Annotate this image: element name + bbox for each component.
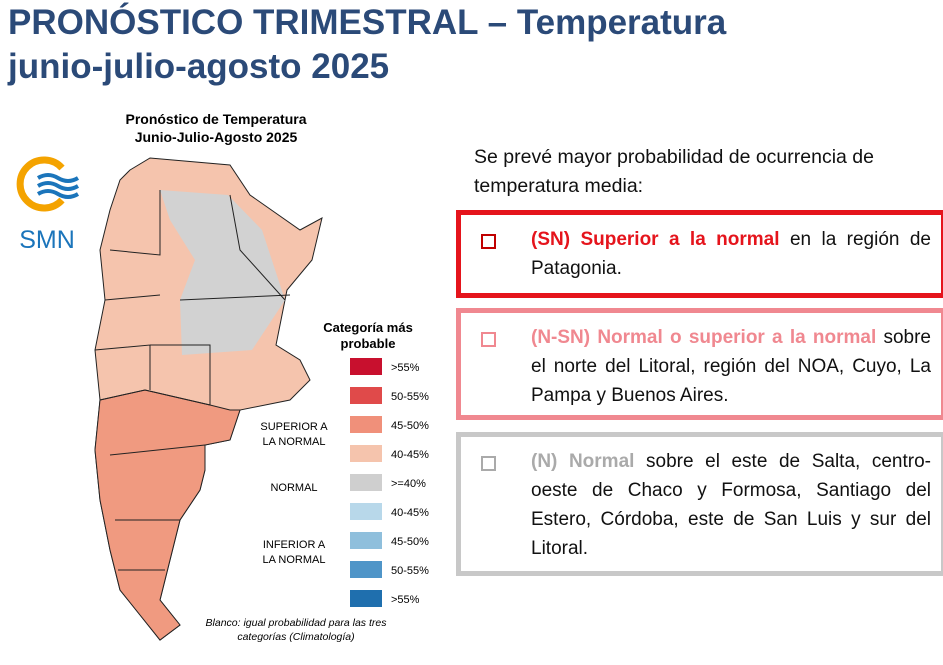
map-title: Junio-Julio-Agosto 2025 (135, 129, 298, 145)
legend-swatch (350, 590, 382, 607)
logo: SMN (16, 156, 80, 254)
map-note: Blanco: igual probabilidad para las tres (206, 617, 388, 629)
legend-label: >55% (391, 594, 420, 606)
legend-swatch (350, 416, 382, 433)
highlight: (SN) Superior a la normal (531, 229, 780, 250)
legend-swatch (350, 387, 382, 404)
legend: >55% 50-55% 45-50% 40-45% >=40% 40-45% 45-50% 5… (350, 358, 429, 607)
map-title: Pronóstico de Temperatura (125, 111, 306, 127)
forecast-box: (N-SN) Normal o superior a la normal sob… (456, 308, 943, 420)
checkbox-icon (481, 332, 496, 347)
text: en la región de Patagonia. (531, 229, 932, 279)
legend-label: 45-50% (391, 420, 429, 432)
title: PRONÓSTICO TRIMESTRAL – Temperatura (8, 3, 727, 42)
legend-label: 50-55% (391, 391, 429, 403)
legend-label: 50-55% (391, 565, 429, 577)
legend-label: >=40% (391, 478, 426, 490)
legend-label: 45-50% (391, 536, 429, 548)
legend-swatch (350, 445, 382, 462)
legend-title: Categoría más (323, 320, 413, 335)
map-note: categorías (Climatología) (237, 631, 354, 643)
legend-swatch (350, 358, 382, 375)
legend-group: NORMAL (270, 482, 317, 494)
checkbox-icon (481, 456, 496, 471)
subtitle: junio-julio-agosto 2025 (8, 47, 390, 86)
text: sobre el este de Salta, centro-oeste de … (531, 451, 931, 559)
forecast-box: (SN) Superior a la normal en la región d… (456, 210, 943, 298)
legend-group: LA NORMAL (263, 436, 326, 448)
highlight: (N) Normal (531, 451, 635, 472)
legend-group: LA NORMAL (263, 554, 326, 566)
legend-swatch (350, 503, 382, 520)
logo-text: SMN (19, 226, 75, 254)
highlight: (N-SN) Normal o superior a la normal (531, 327, 877, 348)
legend-label: 40-45% (391, 507, 429, 519)
forecast-box: (N) Normal sobre el este de Salta, centr… (456, 432, 943, 576)
legend-label: >55% (391, 362, 420, 374)
legend-swatch (350, 474, 382, 491)
intro-text: Se prevé mayor probabilidad de ocurrenci… (474, 146, 874, 197)
legend-group: SUPERIOR A (260, 421, 328, 433)
legend-swatch (350, 561, 382, 578)
argentina-map (94, 157, 323, 641)
legend-label: 40-45% (391, 449, 429, 461)
legend-title: probable (341, 336, 396, 351)
legend-swatch (350, 532, 382, 549)
checkbox-icon (481, 234, 496, 249)
legend-group: INFERIOR A (263, 539, 326, 551)
map-figure: Pronóstico de Temperatura Junio-Julio-Ag… (16, 111, 429, 643)
text: sobre el norte del Litoral, región del N… (531, 327, 931, 406)
